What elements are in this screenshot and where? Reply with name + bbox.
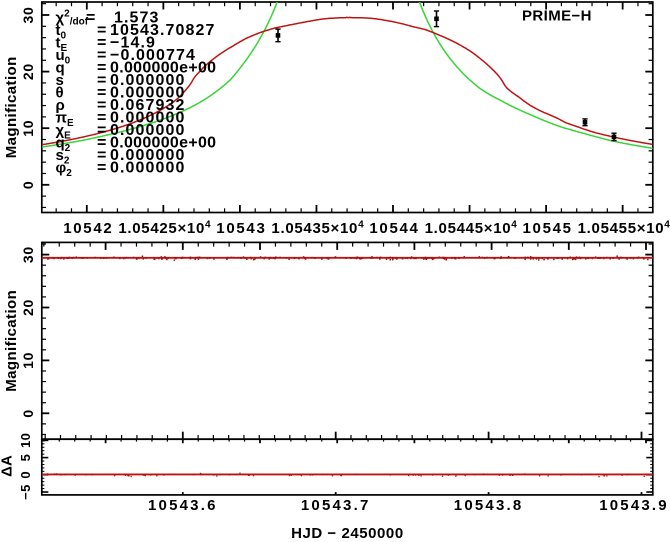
svg-text:θ: θ [56,85,64,102]
svg-text:0.000000: 0.000000 [110,85,186,102]
svg-text:0.000000: 0.000000 [110,160,186,177]
svg-text:10: 10 [20,120,36,137]
svg-text:0.000000: 0.000000 [110,110,186,127]
svg-text:5: 5 [18,454,33,462]
svg-text:=: = [97,160,106,177]
svg-text:φ2: φ2 [56,160,73,180]
svg-text:0.000000: 0.000000 [110,147,186,164]
svg-text:10: 10 [18,433,33,448]
svg-text:u0: u0 [56,47,71,67]
svg-text:10543.8: 10543.8 [454,497,524,514]
svg-text:0.067932: 0.067932 [110,97,186,114]
svg-text:=: = [97,22,106,39]
svg-text:−5: −5 [18,484,33,500]
svg-text:1.05425×104: 1.05425×104 [118,220,211,238]
svg-text:10: 10 [20,352,36,369]
svg-text:=: = [97,35,106,52]
svg-text:10545: 10545 [522,220,572,237]
svg-text:1.05445×104: 1.05445×104 [425,220,518,238]
svg-text:ρ: ρ [56,97,65,114]
svg-text:s2: s2 [56,147,70,167]
svg-text:t0: t0 [56,22,67,42]
svg-text:20: 20 [20,63,36,80]
svg-text:10543.6: 10543.6 [148,497,218,514]
svg-text:q: q [56,60,65,77]
svg-text:PRIME−H: PRIME−H [522,7,592,24]
svg-text:1.05455×104: 1.05455×104 [578,220,670,238]
svg-text:−14.9: −14.9 [110,35,156,52]
svg-text:10542: 10542 [63,220,113,237]
svg-text:10543.7: 10543.7 [301,497,371,514]
svg-text:=: = [97,122,106,139]
svg-text:30: 30 [20,7,36,24]
svg-text:0.000000: 0.000000 [110,122,186,139]
svg-text:30: 30 [20,246,36,263]
svg-text:χE: χE [56,122,72,142]
svg-text:Magnification: Magnification [3,56,20,158]
svg-text:0: 0 [20,181,36,190]
svg-text:=: = [97,147,106,164]
svg-text:=: = [97,72,106,89]
svg-text:10544: 10544 [369,220,419,237]
svg-text:10543.70827: 10543.70827 [110,22,216,39]
svg-text:1.05435×104: 1.05435×104 [271,220,364,238]
svg-text:=: = [97,110,106,127]
svg-text:=: = [97,85,106,102]
svg-text:s: s [56,72,64,89]
svg-text:0: 0 [20,409,36,418]
svg-text:−0.000774: −0.000774 [110,47,196,64]
svg-text:0.000000: 0.000000 [110,72,186,89]
svg-text:0.000000e+00: 0.000000e+00 [110,135,216,152]
svg-text:0.000000e+00: 0.000000e+00 [110,60,216,77]
svg-text:HJD − 2450000: HJD − 2450000 [291,525,404,542]
svg-text:=: = [97,47,106,64]
svg-text:1.573: 1.573 [114,10,160,27]
svg-text:10543: 10543 [216,220,266,237]
svg-text:tE: tE [56,35,68,55]
svg-text:=: = [97,97,106,114]
svg-text:q2: q2 [56,135,71,155]
svg-text:20: 20 [20,299,36,316]
svg-text:ΔA: ΔA [0,455,16,477]
svg-text:=: = [97,60,106,77]
svg-text:=: = [97,135,106,152]
svg-text:Magnification: Magnification [3,290,20,392]
svg-text:πE: πE [56,110,74,130]
svg-text:10543.9: 10543.9 [599,497,669,514]
svg-text:0: 0 [18,471,33,479]
svg-text:χ2/dof: χ2/dof [56,9,89,28]
svg-text:=: = [86,10,95,27]
